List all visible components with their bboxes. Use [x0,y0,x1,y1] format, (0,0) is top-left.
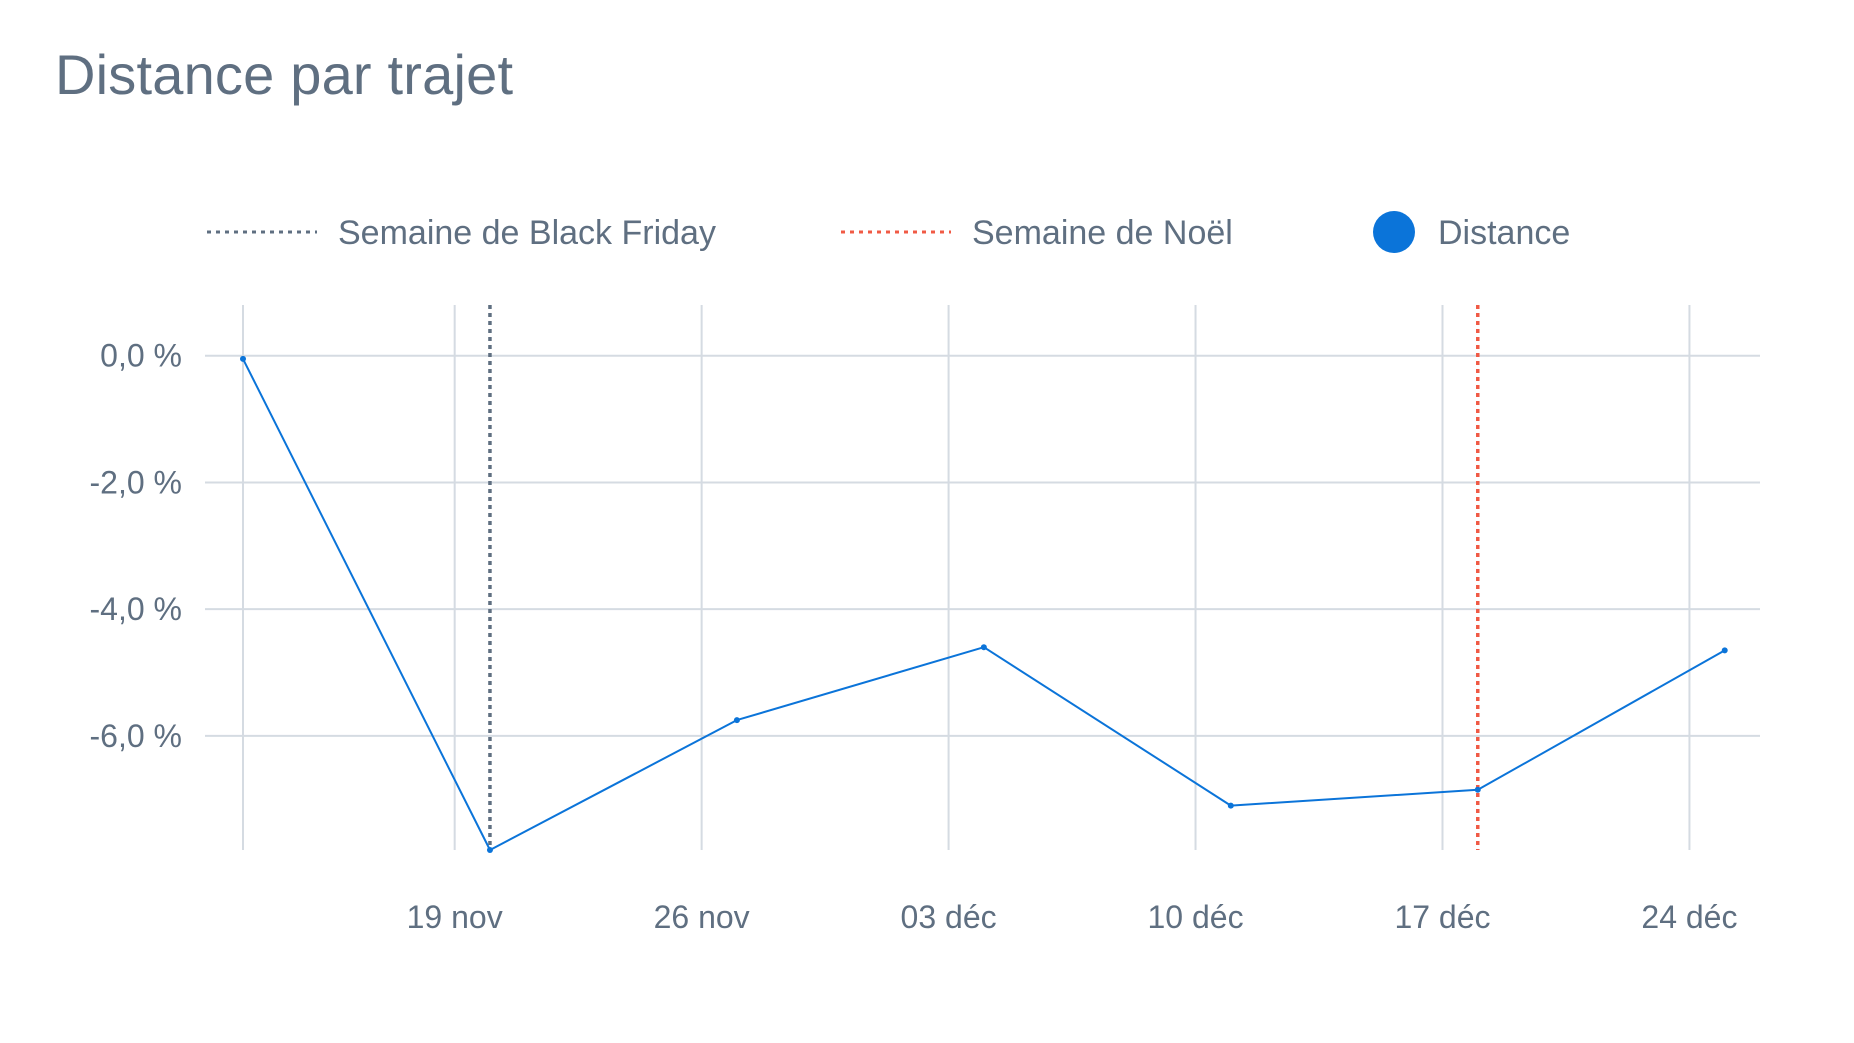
data-point [733,717,740,724]
legend-swatch-dot [1373,211,1415,253]
vertical-gridlines [242,305,1691,850]
data-point [486,847,493,853]
y-tick-label: -2,0 % [90,464,182,500]
data-point [1474,786,1481,793]
data-point [1227,802,1234,809]
y-axis-tick-labels: 0,0 % -2,0 % -4,0 % -6,0 % [90,338,182,754]
x-tick-label: 03 déc [901,899,997,935]
legend-label: Semaine de Noël [972,214,1233,252]
data-point [240,355,246,362]
series-layer [240,355,1728,853]
horizontal-gridlines [205,354,1760,737]
x-tick-label: 10 déc [1147,899,1243,935]
data-point [980,644,987,651]
x-tick-label: 19 nov [407,899,503,935]
chart-title: Distance par trajet [55,43,514,106]
x-axis-tick-labels: 19 nov 26 nov 03 déc 10 déc 17 déc 24 déc [407,899,1738,935]
y-tick-label: -4,0 % [90,591,182,627]
event-markers [488,305,1480,850]
series-line-distance [242,358,1726,851]
x-tick-label: 26 nov [654,899,750,935]
x-tick-label: 17 déc [1394,899,1490,935]
x-tick-label: 24 déc [1641,899,1737,935]
y-tick-label: 0,0 % [100,338,182,374]
legend-label: Semaine de Black Friday [338,214,716,252]
y-tick-label: -6,0 % [90,718,182,754]
legend: Semaine de Black Friday Semaine de Noël Di… [207,211,1570,253]
data-point [1721,647,1728,654]
legend-label: Distance [1438,214,1570,252]
